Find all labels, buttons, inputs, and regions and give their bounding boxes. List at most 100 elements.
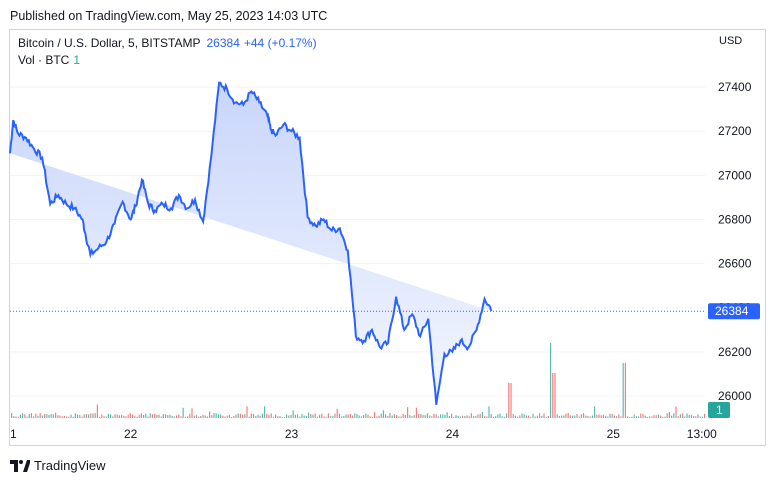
volume-bar [77, 414, 79, 418]
volume-bar [376, 416, 378, 418]
volume-bar [512, 414, 514, 418]
volume-bar [330, 416, 332, 418]
volume-bar [319, 414, 321, 418]
volume-bar [310, 414, 312, 418]
volume-bar [400, 416, 402, 418]
volume-bar [385, 414, 387, 418]
volume-bar [536, 415, 538, 418]
last-price-badge: 26384 [708, 303, 760, 320]
volume-bar [404, 414, 406, 418]
volume-bar [468, 416, 470, 418]
volume-bar [690, 414, 692, 418]
volume-bar [413, 415, 415, 418]
tradingview-brand[interactable]: TradingView [10, 458, 106, 473]
volume-bar [272, 417, 274, 418]
price-area [10, 82, 492, 405]
volume-bar [321, 413, 323, 418]
volume-bar [486, 416, 488, 418]
volume-bar [514, 415, 516, 418]
volume-bar [435, 414, 437, 418]
volume-bar [409, 415, 411, 418]
volume-bar [261, 413, 263, 418]
tradingview-logo-icon [10, 459, 30, 472]
volume-bar [206, 416, 208, 418]
volume-bar [567, 413, 569, 418]
volume-bar [110, 414, 112, 418]
volume-bar [473, 416, 475, 418]
volume-bar [114, 414, 116, 418]
volume-bar [105, 416, 107, 418]
volume-bar [521, 413, 523, 418]
volume-bar [563, 415, 565, 418]
volume-bar [484, 416, 486, 418]
volume-bar [264, 406, 266, 418]
volume-bar [202, 414, 204, 418]
volume-bar [558, 416, 560, 418]
volume-bar [475, 415, 477, 418]
volume-bar [156, 414, 158, 418]
volume-bar [209, 411, 211, 418]
volume-bar [136, 416, 138, 418]
volume-bar [312, 414, 314, 418]
volume-bar [354, 413, 356, 418]
volume-bar [679, 414, 681, 418]
volume-bar [528, 415, 530, 418]
last-price: 26384 [206, 36, 240, 50]
volume-bar [371, 416, 373, 418]
volume-bar [411, 416, 413, 418]
volume-bar [497, 414, 499, 418]
volume-bar [627, 416, 629, 418]
volume-bar [576, 413, 578, 418]
volume-bar [165, 414, 167, 418]
volume-bar [429, 415, 431, 418]
volume-bar [677, 416, 679, 418]
volume-bar [378, 415, 380, 418]
volume-bar [305, 416, 307, 418]
x-tick-label: 23 [285, 427, 299, 441]
volume-bar [290, 414, 292, 418]
volume-bar [554, 373, 556, 418]
volume-bar [88, 414, 90, 418]
volume-bar [503, 416, 505, 418]
volume-bar [704, 413, 706, 418]
volume-bar [24, 414, 26, 418]
volume-bar [297, 414, 299, 418]
volume-bar [530, 416, 532, 418]
y-tick-label: 27200 [718, 124, 752, 138]
volume-bar [220, 414, 222, 418]
volume-bar [418, 414, 420, 418]
volume-bar [26, 416, 28, 418]
volume-bar [132, 414, 134, 418]
volume-bar [462, 415, 464, 418]
volume-bar [407, 407, 409, 418]
volume-bar [303, 415, 305, 418]
volume-bar [699, 416, 701, 418]
volume-bar [253, 413, 255, 418]
volume-bar [415, 407, 417, 418]
volume-bar [308, 412, 310, 418]
volume-bar [123, 415, 125, 418]
volume-bar [116, 414, 118, 418]
volume-bar [644, 415, 646, 418]
chart-frame[interactable] [9, 29, 766, 446]
volume-bar [697, 414, 699, 418]
volume-bar [112, 416, 114, 418]
price-grid [10, 86, 705, 397]
volume-bar [499, 413, 501, 418]
volume-bar [198, 416, 200, 418]
volume-bar [59, 415, 61, 418]
volume-bar [90, 413, 92, 418]
volume-bar [451, 413, 453, 418]
volume-bar [442, 414, 444, 418]
volume-bar [596, 414, 598, 418]
volume-bar [349, 413, 351, 418]
time-axis: 1 22 23 24 25 13:00 [10, 427, 717, 441]
volume-bar [488, 406, 490, 418]
volume-bar [591, 415, 593, 418]
volume-bar [94, 413, 96, 418]
volume-bar [352, 415, 354, 418]
volume-bar [422, 414, 424, 418]
volume-bar [189, 413, 191, 418]
volume-bar [41, 415, 43, 418]
